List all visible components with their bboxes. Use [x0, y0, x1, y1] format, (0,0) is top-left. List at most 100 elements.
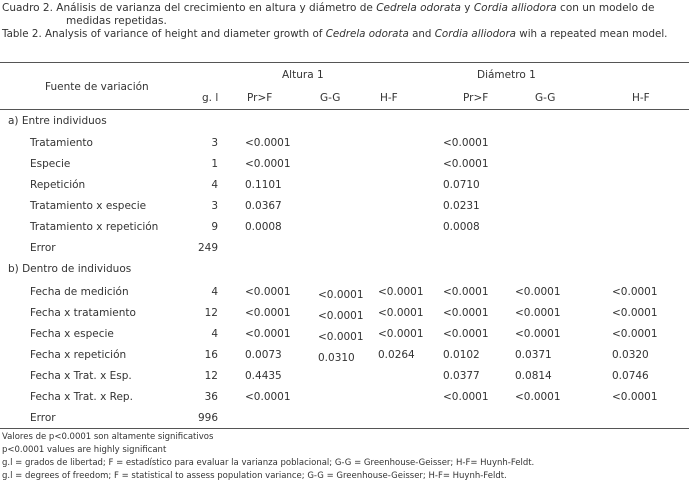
bottom-rule — [0, 428, 689, 429]
p-value: 0.0710 — [443, 179, 480, 191]
caption-species: Cordia alliodora — [434, 28, 516, 40]
p-value: <0.0001 — [443, 307, 489, 319]
caption-text: con un modelo de medidas repetidas. — [66, 2, 655, 27]
row-gl: 3 — [211, 200, 218, 212]
p-value: <0.0001 — [443, 328, 489, 340]
caption-species: Cordia alliodora — [473, 2, 557, 14]
row-gl: 9 — [211, 221, 218, 233]
p-value: <0.0001 — [378, 307, 424, 319]
row-source: Tratamiento x especie — [30, 200, 147, 212]
caption-species: Cedrela odorata — [325, 28, 409, 40]
p-value: <0.0001 — [245, 137, 291, 149]
row-gl: 16 — [204, 349, 218, 361]
p-value: <0.0001 — [515, 391, 561, 403]
p-value: <0.0001 — [318, 331, 364, 343]
p-value: <0.0001 — [612, 286, 658, 298]
p-value: 0.0008 — [245, 221, 282, 233]
row-source: Fecha x Trat. x Rep. — [30, 391, 133, 403]
caption-text: y — [460, 2, 474, 14]
p-value: <0.0001 — [443, 137, 489, 149]
caption-text: and — [408, 28, 435, 40]
p-value: 0.0377 — [443, 370, 480, 382]
p-value: <0.0001 — [443, 391, 489, 403]
p-value: <0.0001 — [245, 286, 291, 298]
p-value: <0.0001 — [612, 391, 658, 403]
header-stat: G-G — [320, 92, 341, 104]
p-value: <0.0001 — [245, 391, 291, 403]
caption-species: Cedrela odorata — [376, 2, 461, 14]
p-value: 0.1101 — [245, 179, 282, 191]
p-value: <0.0001 — [378, 286, 424, 298]
p-value: 0.0367 — [245, 200, 282, 212]
row-gl: 996 — [197, 412, 218, 424]
row-source: Fecha x Trat. x Esp. — [30, 370, 132, 382]
note: g.l = grados de libertad; F = estadístic… — [2, 458, 535, 468]
row-source: Fecha x especie — [30, 328, 114, 340]
p-value: <0.0001 — [318, 310, 364, 322]
p-value: <0.0001 — [515, 328, 561, 340]
row-gl: 12 — [204, 307, 218, 319]
p-value: <0.0001 — [318, 289, 364, 301]
caption-text: Cuadro 2. Análisis de varianza del creci… — [2, 2, 377, 14]
p-value: <0.0001 — [245, 328, 291, 340]
row-gl: 3 — [211, 137, 218, 149]
header-gl: g. l — [202, 92, 219, 104]
header-rule — [0, 109, 689, 110]
header-stat: Pr>F — [463, 92, 489, 104]
row-source: Tratamiento x repetición — [30, 221, 159, 233]
header-source: Fuente de variación — [45, 81, 149, 93]
row-source: Error — [30, 412, 56, 424]
p-value: 0.0746 — [612, 370, 649, 382]
note: Valores de p<0.0001 son altamente signif… — [2, 432, 214, 442]
p-value: 0.0073 — [245, 349, 282, 361]
p-value: 0.0814 — [515, 370, 552, 382]
row-gl: 12 — [204, 370, 218, 382]
section-label: a) Entre individuos — [8, 115, 107, 127]
p-value: 0.0231 — [443, 200, 480, 212]
p-value: 0.0310 — [318, 352, 355, 364]
row-gl: 249 — [197, 242, 218, 254]
header-stat: G-G — [535, 92, 556, 104]
p-value: 0.0008 — [443, 221, 480, 233]
p-value: <0.0001 — [443, 286, 489, 298]
p-value: 0.0320 — [612, 349, 649, 361]
section-label: b) Dentro de individuos — [8, 263, 132, 275]
caption-es: Cuadro 2. Análisis de varianza del creci… — [2, 2, 686, 28]
p-value: <0.0001 — [515, 286, 561, 298]
header-stat: H-F — [380, 92, 398, 104]
row-gl: 36 — [204, 391, 218, 403]
row-gl: 4 — [211, 328, 218, 340]
row-source: Tratamiento — [30, 137, 93, 149]
row-source: Fecha de medición — [30, 286, 129, 298]
p-value: 0.0371 — [515, 349, 552, 361]
row-source: Repetición — [30, 179, 86, 191]
caption-text: wih a repeated mean model. — [516, 28, 668, 40]
row-source: Error — [30, 242, 56, 254]
header-stat: H-F — [632, 92, 650, 104]
header-stat: Pr>F — [247, 92, 273, 104]
p-value: 0.4435 — [245, 370, 282, 382]
caption-text: Table 2. Analysis of variance of height … — [2, 28, 326, 40]
p-value: <0.0001 — [515, 307, 561, 319]
p-value: <0.0001 — [378, 328, 424, 340]
caption-en: Table 2. Analysis of variance of height … — [2, 28, 686, 41]
row-gl: 4 — [211, 286, 218, 298]
p-value: <0.0001 — [245, 307, 291, 319]
top-rule — [0, 62, 689, 63]
p-value: <0.0001 — [245, 158, 291, 170]
p-value: 0.0102 — [443, 349, 480, 361]
note: p<0.0001 values are highly significant — [2, 445, 167, 455]
p-value: <0.0001 — [612, 307, 658, 319]
header-group: Diámetro 1 — [477, 69, 536, 81]
p-value: <0.0001 — [443, 158, 489, 170]
row-gl: 1 — [211, 158, 218, 170]
row-source: Fecha x repetición — [30, 349, 127, 361]
row-source: Especie — [30, 158, 71, 170]
header-group: Altura 1 — [282, 69, 324, 81]
note: g.l = degrees of freedom; F = statistica… — [2, 471, 507, 481]
row-source: Fecha x tratamiento — [30, 307, 136, 319]
row-gl: 4 — [211, 179, 218, 191]
p-value: <0.0001 — [612, 328, 658, 340]
p-value: 0.0264 — [378, 349, 415, 361]
